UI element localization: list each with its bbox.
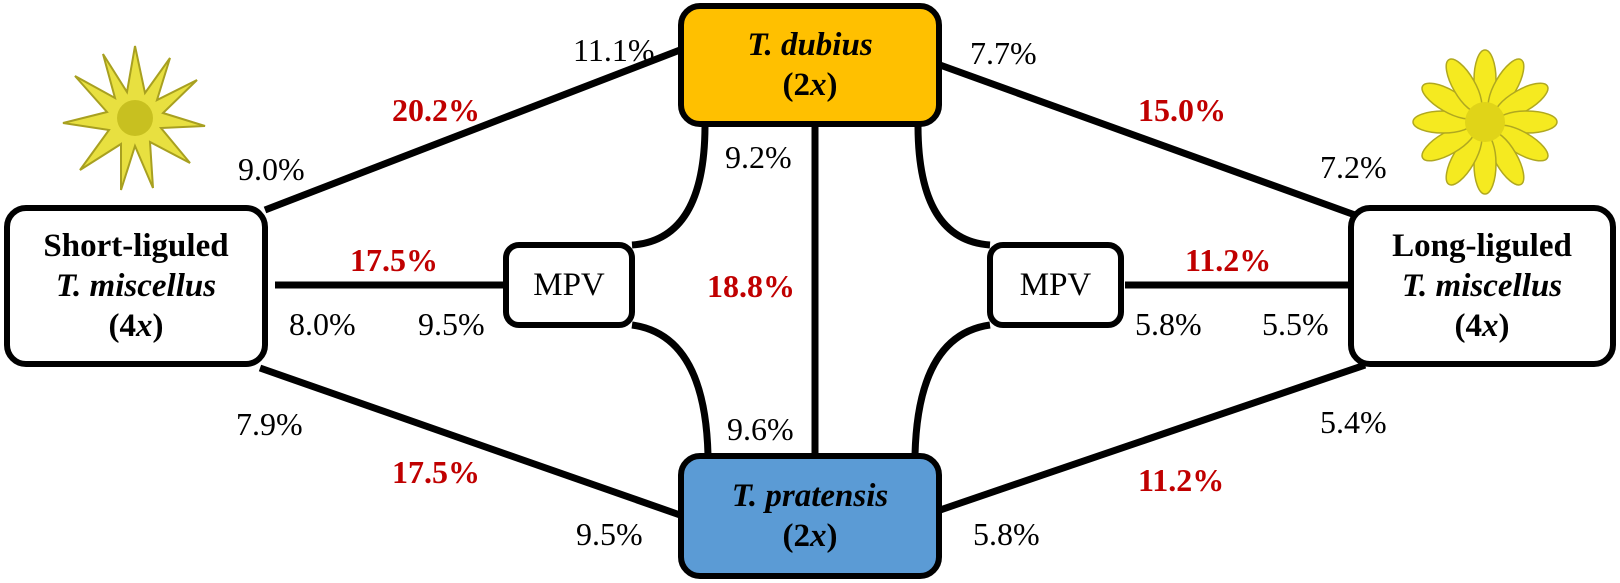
label-short-mpv-total: 17.5% [350, 242, 438, 278]
node-mpv-left: MPV [503, 242, 635, 328]
label-short-pratensis-end-pratensis: 9.5% [576, 516, 643, 552]
label-dubius-long-total: 15.0% [1138, 92, 1226, 128]
node-t-pratensis-name: T. pratensis [731, 478, 889, 514]
label-short-pratensis-total: 17.5% [392, 454, 480, 490]
label-short-mpv-end-mpv: 9.5% [418, 306, 485, 342]
label-dubius-pratensis-end-pratensis: 9.6% [727, 411, 794, 447]
node-short-liguled-line1: Short-liguled [43, 228, 229, 264]
node-short-liguled: Short-liguled T. miscellus (4x) [4, 205, 268, 367]
label-long-pratensis-end-long: 5.4% [1320, 404, 1387, 440]
node-long-liguled-line1: Long-liguled [1392, 228, 1572, 264]
edge-short-pratensis [258, 364, 682, 519]
short-liguled-flower-icon [62, 45, 206, 191]
label-short-dubius-total: 20.2% [392, 92, 480, 128]
label-short-dubius-end-dubius: 11.1% [573, 32, 655, 68]
label-short-pratensis-end-short: 7.9% [236, 406, 303, 442]
edge-dubius-long [938, 61, 1357, 219]
label-short-mpv-end-short: 8.0% [289, 306, 356, 342]
curve-dubius-mpv-right [914, 124, 991, 249]
label-long-pratensis-total: 11.2% [1138, 462, 1225, 498]
node-mpv-right: MPV [987, 242, 1124, 328]
label-long-pratensis-end-pratensis: 5.8% [973, 516, 1040, 552]
long-liguled-flower-icon [1412, 49, 1558, 195]
curve-pratensis-mpv-right [911, 321, 991, 456]
edge-long-pratensis [938, 361, 1367, 514]
label-dubius-pratensis-end-dubius: 9.2% [725, 139, 792, 175]
label-long-mpv-end-mpv: 5.8% [1135, 306, 1202, 342]
label-long-mpv-end-long: 5.5% [1262, 306, 1329, 342]
node-t-pratensis: T. pratensis (2x) [678, 453, 942, 579]
label-dubius-long-end-dubius: 7.7% [970, 35, 1037, 71]
label-dubius-long-end-long: 7.2% [1320, 149, 1387, 185]
node-t-dubius: T. dubius (2x) [678, 3, 942, 127]
edge-short-dubius [263, 46, 682, 214]
curve-pratensis-mpv-left [631, 321, 712, 456]
label-long-mpv-total: 11.2% [1185, 242, 1272, 278]
curve-dubius-mpv-left [631, 124, 709, 249]
node-long-liguled-line2: T. miscellus [1401, 268, 1563, 304]
node-long-liguled: Long-liguled T. miscellus (4x) [1348, 205, 1616, 367]
node-short-liguled-line2: T. miscellus [55, 268, 217, 304]
node-t-dubius-name: T. dubius [747, 27, 873, 63]
label-short-dubius-end-short: 9.0% [238, 151, 305, 187]
label-dubius-pratensis-total: 18.8% [707, 268, 795, 304]
